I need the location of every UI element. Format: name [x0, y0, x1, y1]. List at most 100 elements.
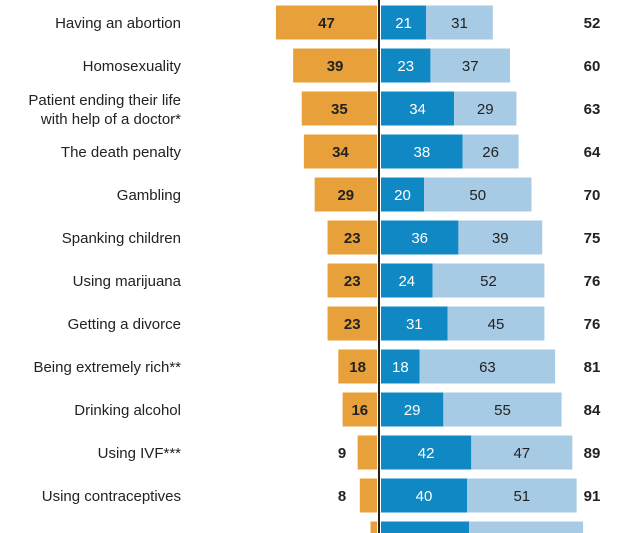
bar-left-2: [301, 91, 377, 126]
label-left-4: 29: [337, 187, 354, 204]
bar-right-light-0: [426, 5, 493, 40]
label-right-light-11: 51: [513, 488, 530, 505]
label-left-6: 23: [344, 273, 361, 290]
bar-right-dark-11: [381, 478, 467, 513]
category-label-6: Using marijuana: [73, 273, 182, 290]
bar-right-dark-2: [381, 91, 455, 126]
right-bars: [381, 5, 584, 533]
label-left-11: 8: [338, 488, 346, 505]
bar-right-light-4: [424, 177, 532, 212]
label-right-light-8: 63: [479, 359, 496, 376]
label-right-light-2: 29: [477, 101, 494, 118]
label-total-11: 91: [584, 488, 601, 505]
category-label-9: Drinking alcohol: [74, 402, 181, 419]
bar-right-light-10: [471, 435, 573, 470]
label-total-6: 76: [584, 273, 601, 290]
bar-right-light-9: [443, 392, 562, 427]
bar-right-light-5: [458, 220, 543, 255]
label-total-0: 52: [584, 15, 601, 32]
bar-right-dark-0: [381, 5, 427, 40]
label-right-dark-4: 20: [394, 187, 411, 204]
bar-right-dark-4: [381, 177, 424, 212]
label-right-dark-9: 29: [404, 402, 421, 419]
bar-left-7: [327, 306, 377, 341]
bar-right-light-7: [447, 306, 545, 341]
label-left-10: 9: [338, 445, 346, 462]
label-right-light-6: 52: [480, 273, 497, 290]
label-right-light-5: 39: [492, 230, 509, 247]
label-total-5: 75: [584, 230, 601, 247]
label-left-7: 23: [344, 316, 361, 333]
label-right-dark-8: 18: [392, 359, 409, 376]
bar-left-12: [370, 521, 377, 533]
bar-left-10: [357, 435, 377, 470]
label-left-8: 18: [349, 359, 366, 376]
category-label-8: Being extremely rich**: [33, 359, 181, 376]
label-left-2: 35: [331, 101, 348, 118]
label-total-1: 60: [584, 58, 601, 75]
label-right-dark-11: 40: [416, 488, 433, 505]
label-right-dark-6: 24: [398, 273, 415, 290]
label-right-dark-1: 23: [397, 58, 414, 75]
category-label-10: Using IVF***: [98, 445, 182, 462]
bar-left-3: [303, 134, 377, 169]
bar-right-light-2: [454, 91, 517, 126]
label-total-8: 81: [584, 359, 601, 376]
category-label-11: Using contraceptives: [42, 488, 181, 505]
bar-right-light-8: [419, 349, 556, 384]
category-label-2: Patient ending their life with help of a …: [28, 92, 181, 128]
label-right-dark-5: 36: [411, 230, 428, 247]
bar-right-light-11: [467, 478, 577, 513]
category-label-7: Getting a divorce: [68, 316, 181, 333]
bar-right-dark-7: [381, 306, 448, 341]
label-right-light-3: 26: [482, 144, 499, 161]
bar-left-8: [338, 349, 377, 384]
bar-right-dark-6: [381, 263, 433, 298]
bar-right-dark-5: [381, 220, 459, 255]
bar-labels: 47 21 31 52 39 23 37 60 35 34 29 63 34 38 26 64 29 20 50 70…: [318, 15, 601, 505]
label-total-9: 84: [584, 402, 601, 419]
label-right-light-0: 31: [451, 15, 468, 32]
label-right-dark-0: 21: [395, 15, 412, 32]
label-right-light-7: 45: [488, 316, 505, 333]
label-right-light-4: 50: [469, 187, 486, 204]
label-total-10: 89: [584, 445, 601, 462]
label-total-3: 64: [584, 144, 601, 161]
bar-right-dark-3: [381, 134, 463, 169]
category-label-4: Gambling: [117, 187, 181, 204]
label-left-9: 16: [351, 402, 368, 419]
bar-right-dark-10: [381, 435, 472, 470]
bar-left-11: [359, 478, 377, 513]
bar-left-1: [293, 48, 377, 83]
bar-right-dark-9: [381, 392, 444, 427]
label-total-7: 76: [584, 316, 601, 333]
label-total-2: 63: [584, 101, 601, 118]
category-label-1: Homosexuality: [83, 58, 182, 75]
bar-left-4: [314, 177, 377, 212]
bar-left-0: [275, 5, 377, 40]
bar-right-light-1: [430, 48, 510, 83]
label-right-light-9: 55: [494, 402, 511, 419]
label-left-0: 47: [318, 15, 335, 32]
category-labels: Having an abortion Homosexuality Patient e…: [28, 15, 181, 505]
bar-left-5: [327, 220, 377, 255]
label-left-5: 23: [344, 230, 361, 247]
bar-left-6: [327, 263, 377, 298]
label-right-light-10: 47: [513, 445, 530, 462]
category-label-3: The death penalty: [61, 144, 182, 161]
label-right-dark-2: 34: [409, 101, 426, 118]
bar-left-9: [342, 392, 377, 427]
bar-right-light-12: [469, 521, 584, 533]
bar-right-dark-1: [381, 48, 431, 83]
label-right-dark-10: 42: [418, 445, 435, 462]
bar-right-light-3: [462, 134, 519, 169]
category-label-5: Spanking children: [62, 230, 181, 247]
bar-right-dark-12: [381, 521, 470, 533]
label-right-light-1: 37: [462, 58, 479, 75]
category-label-0: Having an abortion: [55, 15, 181, 32]
left-bars: [275, 5, 377, 533]
label-left-3: 34: [332, 144, 349, 161]
label-right-dark-7: 31: [406, 316, 423, 333]
label-right-dark-3: 38: [414, 144, 431, 161]
